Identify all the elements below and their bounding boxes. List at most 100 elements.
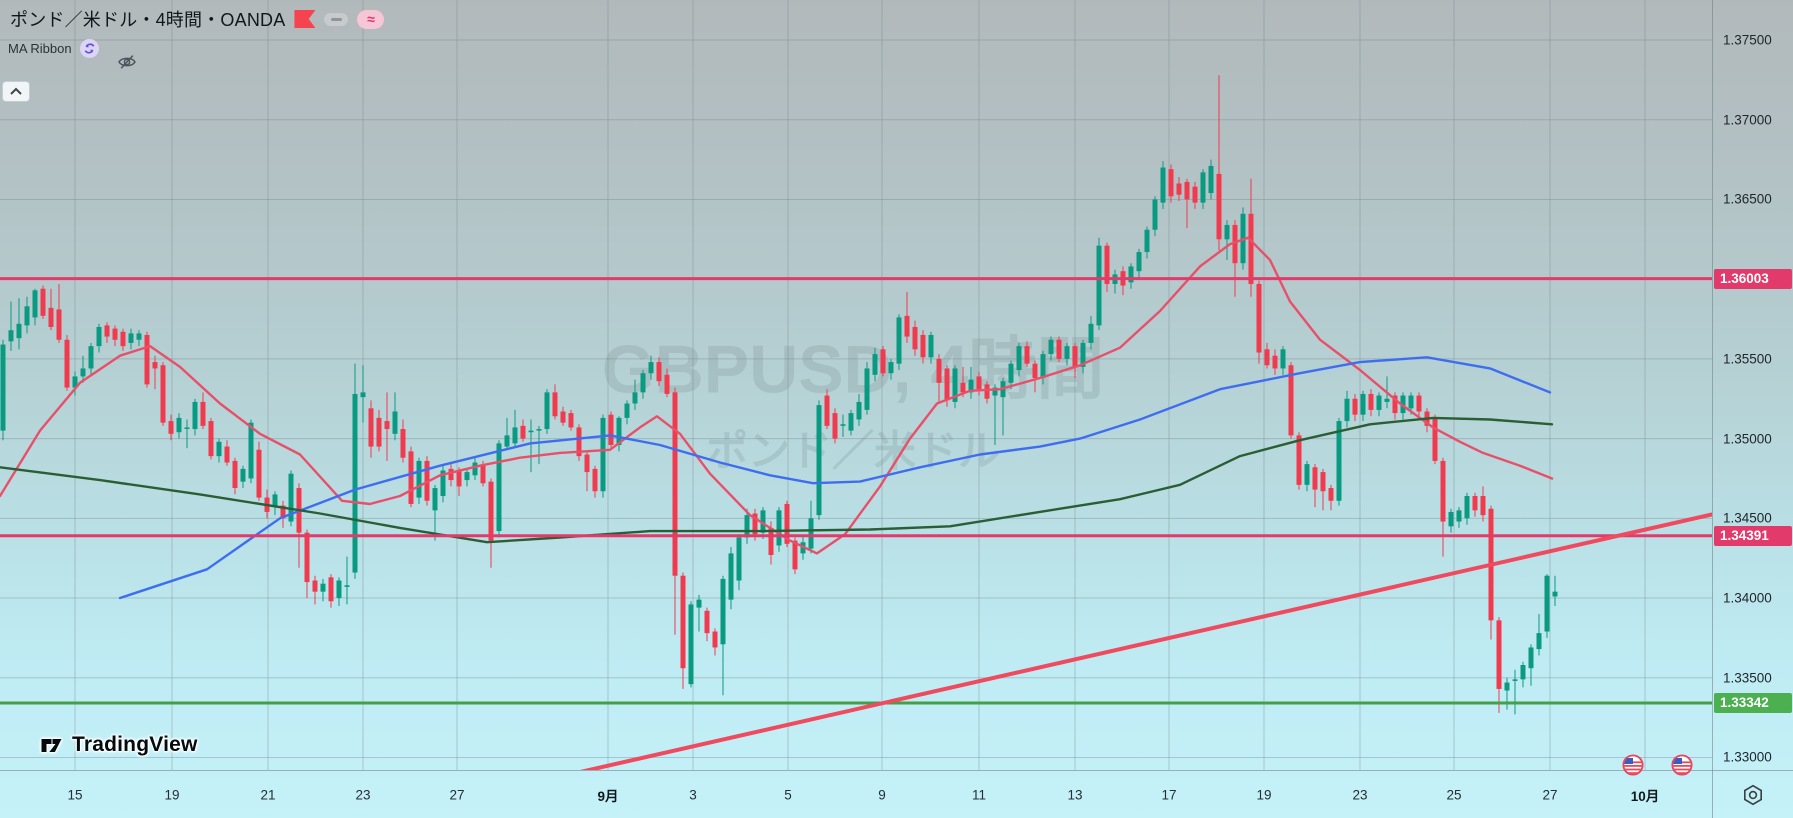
candle [624,403,630,418]
sync-icon[interactable] [79,39,99,58]
candle [40,288,46,316]
candle [960,382,966,393]
time-tick-label: 3 [689,787,697,802]
chart-legend: ポンド／米ドル・4時間・OANDA ≈ MA Ribbon [8,6,385,58]
candle [752,513,758,535]
tradingview-logo-mark [41,739,62,752]
candle [1248,213,1254,284]
candle [640,373,646,393]
candle [736,537,742,581]
ma-line-ma-mid[interactable] [118,356,1552,600]
candle [904,315,910,337]
candle [1480,495,1486,516]
candle [1448,511,1454,527]
candle [1376,395,1382,410]
candle [1360,393,1366,415]
candle [336,580,342,599]
us-flag-icon[interactable] [1621,753,1645,782]
candle [1232,224,1238,264]
candle [120,331,126,347]
candle [288,473,294,522]
candle [1008,363,1014,383]
candle [1440,460,1446,522]
time-axis[interactable]: 15 19 21 23 27 9月 3 5 9 11 13 17 19 23 25 27 10月 [0,771,1712,818]
candle [440,470,446,496]
candle [872,354,878,375]
candle [664,374,670,394]
price-level-tag: 1.34391 [1714,525,1792,546]
candle [384,421,390,430]
collapse-pane-button[interactable] [2,81,30,102]
gridlines [0,0,1712,770]
candle [88,346,94,369]
candle [1408,395,1414,409]
candle [1080,342,1086,367]
time-tick-label: 11 [971,787,987,802]
ma-line-ma-fast[interactable] [0,236,1554,555]
candle [648,362,654,374]
tradingview-logo-text: TradingView [72,733,198,756]
us-flag-icon[interactable] [1670,753,1694,782]
candle [1496,620,1502,689]
candle [496,443,502,532]
time-tick-label: 27 [449,787,465,802]
tradingview-logo[interactable]: TradingView [38,733,198,757]
candle [1312,467,1318,490]
candle [1512,679,1518,681]
price-tick-label: 1.37500 [1723,32,1772,48]
candle [280,505,286,519]
dash-badge-icon[interactable] [324,12,349,26]
approx-badge-icon[interactable]: ≈ [357,9,385,29]
ma-line-ma-slow[interactable] [0,416,1554,544]
chart-canvas[interactable] [0,0,1712,770]
candle [352,393,358,573]
candle [1144,229,1150,253]
candle [144,334,150,385]
time-tick-label: 17 [1161,787,1177,802]
candle [1472,495,1478,511]
candle [1032,363,1038,379]
candle [480,465,486,484]
candle [32,290,38,318]
time-tick-label: 21 [260,787,276,802]
candle [928,334,934,358]
indicator-label[interactable]: MA Ribbon [8,41,72,56]
candle [1040,354,1046,379]
candle [368,408,374,447]
candle [632,392,638,404]
price-axis[interactable]: 1.37500 1.37000 1.36500 1.35500 1.35000 1.345… [1713,0,1793,770]
candle [112,328,118,340]
candle [232,460,238,489]
candle [1048,339,1054,355]
candle [504,435,510,447]
trendline[interactable] [560,496,1712,770]
candle [64,339,70,388]
candle [1416,395,1422,412]
price-tick-label: 1.34000 [1723,590,1772,606]
symbol-title[interactable]: ポンド／米ドル・4時間・OANDA [10,10,286,30]
candle [544,392,550,430]
candle [1216,173,1222,240]
candle [1072,346,1078,367]
candle [152,362,158,369]
hexagon-settings-icon[interactable] [1741,783,1765,807]
oanda-flag-icon[interactable] [294,10,316,28]
candle [864,368,870,410]
candle [1128,266,1134,283]
candle [400,429,406,458]
time-tick-label: 10月 [1630,788,1660,804]
eye-off-icon[interactable] [117,52,137,77]
candle [984,384,990,399]
candle [824,395,830,426]
candle [248,422,254,479]
candle [216,441,222,457]
candle [560,411,566,423]
candle [16,323,22,339]
candle [768,527,774,555]
candle [1160,167,1166,203]
price-tick-label: 1.37000 [1723,112,1772,128]
price-tick-label: 1.35000 [1723,431,1772,447]
time-tick-label: 25 [1446,787,1462,802]
candle [568,413,574,428]
candle [80,368,86,377]
